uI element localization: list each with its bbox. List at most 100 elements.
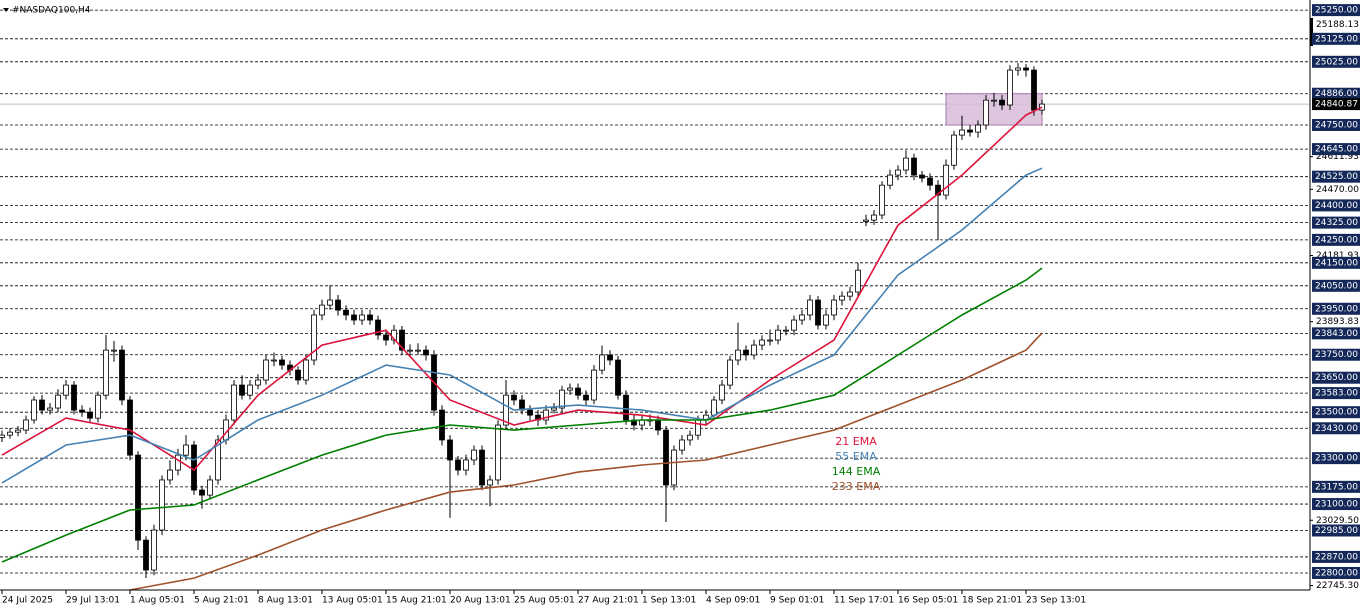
candle-body — [527, 409, 533, 416]
candle-body — [679, 439, 685, 451]
candle-body — [311, 314, 317, 361]
candle-body — [567, 387, 573, 391]
candle-body — [591, 369, 597, 401]
legend-label: 233 EMA — [832, 480, 881, 493]
candle-body — [727, 359, 733, 386]
level-label-box — [1312, 256, 1360, 269]
candle-body — [31, 399, 37, 421]
candle-body — [743, 349, 749, 356]
candle-body — [871, 214, 877, 221]
level-label: 22985.00 — [1315, 526, 1358, 536]
candle-body — [63, 384, 69, 396]
level-label: 23175.00 — [1315, 482, 1358, 492]
candle-body — [775, 329, 781, 341]
candle-body — [447, 439, 453, 461]
candle-body — [471, 449, 477, 461]
level-label-box — [1312, 4, 1360, 17]
level-label-box — [1312, 32, 1360, 45]
candle-body — [623, 394, 629, 421]
y-tick-label: 24611.93 — [1316, 152, 1359, 162]
x-tick-label: 11 Sep 17:01 — [834, 596, 894, 606]
candle-body — [1031, 69, 1037, 111]
level-label-box — [1312, 143, 1360, 156]
level-label: 23500.00 — [1315, 408, 1358, 418]
level-label: 25125.00 — [1315, 34, 1358, 44]
candle-body — [303, 359, 309, 381]
level-label: 22800.00 — [1315, 568, 1358, 578]
x-tick-label: 4 Sep 09:01 — [706, 596, 760, 606]
candle-body — [951, 134, 957, 166]
candle-body — [351, 314, 357, 321]
candle-body — [159, 479, 165, 531]
level-label: 23300.00 — [1315, 454, 1358, 464]
x-tick-label: 15 Aug 21:01 — [386, 596, 447, 606]
level-label-box — [1312, 480, 1360, 493]
level-label-box — [1312, 87, 1360, 100]
candle-body — [607, 354, 613, 361]
candle-body — [119, 349, 125, 401]
candle-body — [47, 407, 53, 411]
candle-body — [855, 269, 861, 293]
candle-body — [767, 339, 773, 342]
level-label-box — [1312, 233, 1360, 246]
level-label: 24645.00 — [1315, 145, 1358, 155]
y-tick-label: 24181.93 — [1316, 251, 1359, 261]
candle-body — [1023, 67, 1029, 71]
candle-body — [319, 304, 325, 316]
candle-body — [55, 394, 61, 409]
candle-body — [95, 394, 101, 419]
level-label: 23430.00 — [1315, 424, 1358, 434]
candle-body — [231, 384, 237, 421]
candle-body — [439, 409, 445, 441]
candle-body — [903, 157, 909, 171]
x-tick-label: 27 Aug 21:01 — [578, 596, 639, 606]
candle-body — [895, 169, 901, 176]
y-tick-label: 25188.13 — [1316, 20, 1359, 30]
candle-body — [919, 174, 925, 179]
level-label-box — [1312, 371, 1360, 384]
candle-body — [279, 359, 285, 366]
candle-body — [135, 454, 141, 541]
level-label-box — [1312, 348, 1360, 361]
candle-body — [935, 184, 941, 196]
candle-body — [983, 99, 989, 126]
level-label: 23583.00 — [1315, 389, 1358, 399]
level-label-box — [1312, 302, 1360, 315]
y-tick-label: 23893.83 — [1316, 317, 1359, 327]
candle-body — [511, 394, 517, 401]
candle-body — [823, 314, 829, 326]
candle-body — [295, 369, 301, 381]
x-tick-label: 9 Sep 01:01 — [770, 596, 824, 606]
candle-body — [687, 434, 693, 441]
candle-body — [879, 184, 885, 216]
candle-body — [327, 299, 333, 306]
candle-body — [751, 344, 757, 356]
level-label: 25025.00 — [1315, 57, 1358, 67]
candle-body — [831, 299, 837, 316]
candle-body — [807, 299, 813, 316]
candle-body — [1007, 69, 1013, 106]
ema-line — [1, 167, 1043, 484]
candle-body — [175, 454, 181, 471]
candle-body — [479, 449, 485, 486]
y-tick-label: 22745.30 — [1316, 581, 1359, 591]
candle-body — [783, 329, 789, 332]
candle-body — [503, 394, 509, 426]
candle-body — [999, 99, 1005, 106]
candle-body — [271, 359, 277, 362]
candle-body — [1015, 67, 1021, 71]
level-label-box — [1312, 524, 1360, 537]
level-label-box — [1312, 199, 1360, 212]
candle-body — [975, 124, 981, 133]
candle-body — [799, 314, 805, 321]
x-tick-label: 1 Aug 05:01 — [130, 596, 185, 606]
ema-line — [129, 332, 1043, 591]
candle-body — [127, 399, 133, 456]
level-label: 24050.00 — [1315, 281, 1358, 291]
candle-body — [335, 299, 341, 311]
candle-body — [207, 479, 213, 496]
candle-body — [71, 384, 77, 411]
candle-body — [359, 314, 365, 321]
